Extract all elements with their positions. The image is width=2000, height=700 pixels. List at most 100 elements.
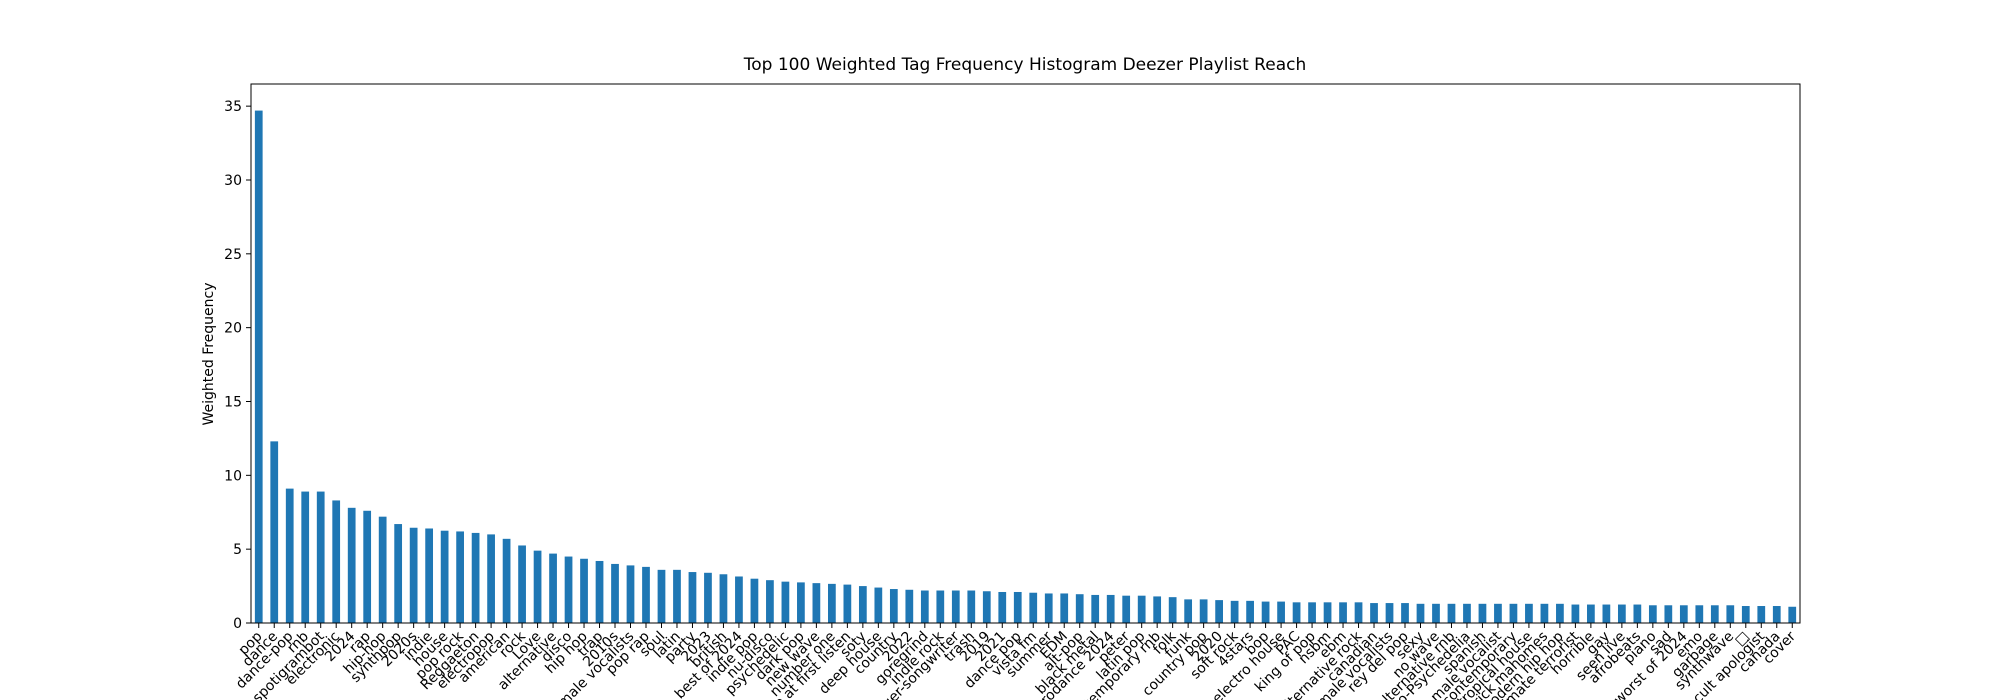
bar [781, 581, 790, 623]
bar [626, 565, 635, 623]
bar [1044, 593, 1053, 623]
bar [487, 534, 495, 623]
bar [812, 583, 821, 623]
bar [1401, 603, 1409, 623]
bar [611, 563, 619, 623]
chart-title: Top 100 Weighted Tag Frequency Histogram… [743, 55, 1306, 75]
y-tick-label: 25 [224, 247, 242, 263]
bar [1106, 594, 1115, 623]
bar [1137, 595, 1146, 623]
bar [1602, 604, 1611, 623]
bar [828, 583, 836, 623]
bar [1075, 594, 1084, 623]
bar [967, 590, 976, 623]
bar [471, 532, 480, 623]
bar [409, 527, 418, 623]
bar [316, 491, 325, 623]
bar [502, 538, 511, 623]
bar [688, 572, 697, 623]
bar [1215, 600, 1223, 623]
bar [1261, 601, 1270, 623]
y-axis-label: Weighted Frequency [201, 282, 217, 425]
bar [1153, 596, 1162, 623]
bar [982, 591, 991, 623]
bar [1013, 591, 1022, 623]
bar [332, 500, 341, 623]
bar [425, 528, 434, 623]
bar [1184, 599, 1193, 623]
bar [874, 587, 883, 623]
bar [456, 531, 464, 623]
bar [549, 553, 557, 623]
bar [1587, 604, 1595, 623]
y-tick-label: 10 [224, 468, 242, 484]
bar [1525, 603, 1533, 623]
y-tick-label: 5 [233, 542, 242, 558]
bar [889, 589, 898, 623]
bar [1571, 604, 1580, 623]
bar [1370, 603, 1378, 623]
bar [1029, 592, 1038, 623]
bar [533, 550, 542, 623]
bar [440, 530, 449, 623]
y-tick-label: 30 [224, 173, 242, 189]
bar [394, 524, 403, 623]
bar [843, 584, 852, 623]
bar [1633, 604, 1642, 623]
bar [1292, 602, 1301, 623]
bar [1122, 595, 1131, 623]
y-tick-label: 35 [224, 99, 242, 115]
bar [1060, 593, 1069, 623]
bar [518, 545, 526, 623]
bar [1617, 604, 1626, 623]
bar [998, 591, 1007, 623]
bar [1168, 597, 1177, 623]
bar [580, 558, 588, 623]
y-tick-label: 0 [233, 616, 242, 632]
bar [378, 516, 387, 623]
bar [735, 576, 743, 623]
bar [285, 488, 294, 623]
bar [1509, 603, 1518, 623]
bar [673, 569, 681, 623]
bar [1540, 603, 1549, 623]
bar [1447, 603, 1456, 623]
bar [1710, 605, 1719, 623]
bar [905, 589, 914, 623]
bar [363, 510, 372, 623]
bar [1726, 605, 1735, 623]
bar [1757, 606, 1766, 623]
bar [766, 580, 774, 623]
bar [1679, 605, 1688, 623]
bar [1354, 602, 1363, 623]
bar [1463, 603, 1471, 623]
bar [1385, 603, 1394, 623]
bar [1494, 603, 1502, 623]
y-tick-label: 20 [224, 321, 242, 337]
bar [1695, 605, 1704, 623]
bar [1741, 606, 1750, 623]
bar [1277, 601, 1285, 623]
y-tick-label: 15 [224, 394, 242, 410]
bar [797, 582, 805, 623]
bar [1230, 600, 1239, 623]
bar [951, 590, 960, 623]
bar [1091, 594, 1100, 623]
bar [936, 590, 945, 623]
plot-frame [250, 83, 1801, 624]
bar [1416, 603, 1425, 623]
bar [719, 574, 728, 623]
bar [1788, 606, 1797, 623]
bar [1556, 603, 1564, 623]
bar [920, 590, 929, 623]
bar [254, 110, 263, 624]
bar [1323, 602, 1332, 623]
bar [1772, 606, 1781, 623]
bar [1478, 603, 1487, 623]
bar [1339, 602, 1347, 623]
bar [1432, 603, 1440, 623]
bar [750, 578, 759, 623]
bar [1246, 600, 1254, 623]
